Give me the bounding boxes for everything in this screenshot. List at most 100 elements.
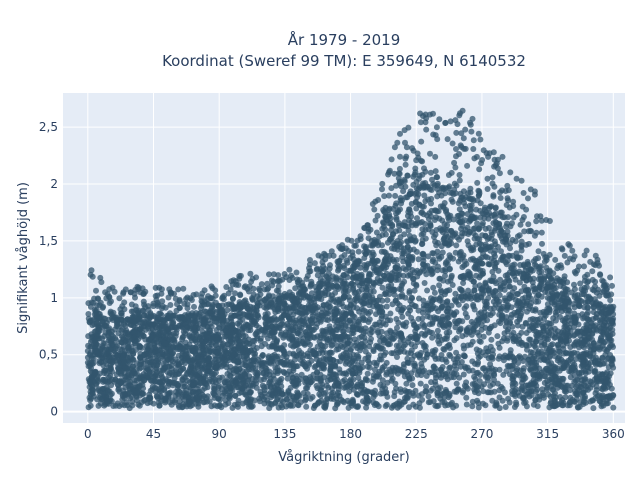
data-point [98, 359, 105, 365]
data-point [410, 318, 417, 325]
data-point [564, 298, 571, 305]
data-point [443, 231, 450, 238]
data-point [411, 360, 418, 367]
data-point [177, 322, 183, 329]
data-point [463, 401, 470, 408]
data-point [388, 274, 394, 281]
data-point [146, 337, 153, 344]
data-point [456, 374, 463, 381]
data-point [129, 386, 136, 392]
data-point [280, 398, 286, 405]
data-point [504, 271, 511, 278]
data-point [522, 267, 529, 274]
data-point [485, 261, 492, 267]
data-point [389, 301, 396, 308]
data-point [262, 365, 269, 372]
data-point [89, 370, 96, 376]
data-point [403, 319, 410, 326]
data-point [245, 327, 252, 334]
data-point [576, 344, 582, 351]
data-point [425, 306, 432, 313]
data-point [477, 267, 484, 274]
data-point [325, 300, 332, 306]
data-point [212, 342, 219, 349]
data-point [420, 211, 427, 218]
data-point [172, 367, 179, 373]
data-point [331, 375, 338, 382]
data-point [222, 328, 229, 335]
data-point [121, 402, 128, 409]
data-point [160, 329, 167, 336]
data-point [487, 305, 494, 312]
data-point [286, 316, 293, 323]
data-point [415, 392, 422, 399]
data-point [287, 304, 294, 310]
data-point [488, 365, 495, 372]
data-point [143, 367, 150, 374]
data-point [450, 356, 457, 363]
data-point [312, 352, 319, 359]
data-point [481, 211, 488, 218]
data-point [220, 316, 227, 323]
data-point [141, 377, 148, 384]
data-point [598, 394, 605, 401]
data-point [334, 380, 341, 387]
data-point [384, 239, 391, 246]
data-point [362, 325, 369, 332]
data-point [153, 335, 160, 342]
data-point [464, 295, 471, 302]
data-point [547, 370, 554, 377]
data-point [392, 380, 399, 387]
data-point [346, 388, 353, 395]
data-point [471, 225, 478, 232]
data-point [314, 320, 321, 327]
data-point [464, 385, 471, 392]
data-point [328, 328, 335, 335]
data-point [286, 391, 293, 398]
data-point [295, 401, 301, 408]
data-point [256, 324, 263, 331]
data-point [347, 341, 354, 348]
data-point [114, 352, 121, 359]
data-point [505, 326, 512, 333]
data-point [166, 399, 173, 406]
data-point [511, 261, 518, 268]
data-point [486, 225, 492, 231]
data-point [409, 295, 415, 302]
data-point [541, 275, 548, 282]
data-point [180, 380, 187, 387]
data-point [519, 384, 526, 391]
data-point [125, 334, 132, 341]
data-point [495, 243, 501, 250]
data-point [166, 348, 173, 355]
data-point [108, 376, 115, 383]
data-point [228, 312, 235, 319]
data-point [412, 303, 419, 310]
data-point [474, 350, 481, 357]
data-point [474, 329, 481, 336]
data-point [551, 285, 557, 292]
data-point [355, 374, 362, 381]
data-point [514, 371, 521, 377]
data-point [383, 359, 390, 366]
data-point [399, 313, 406, 320]
data-point [86, 379, 93, 386]
data-point [338, 320, 345, 327]
data-point [453, 380, 460, 387]
data-point [356, 334, 363, 341]
data-point [463, 261, 470, 267]
data-point [496, 366, 503, 373]
data-point [87, 397, 94, 404]
data-point [393, 385, 400, 392]
data-point [167, 333, 174, 340]
data-point [373, 264, 380, 270]
data-point [366, 364, 373, 371]
data-point [254, 335, 261, 342]
data-point [523, 342, 530, 349]
data-point [93, 320, 100, 327]
data-point [324, 395, 331, 402]
data-point [461, 305, 468, 312]
data-point [274, 365, 281, 371]
data-point [552, 317, 559, 324]
data-point [414, 335, 421, 342]
